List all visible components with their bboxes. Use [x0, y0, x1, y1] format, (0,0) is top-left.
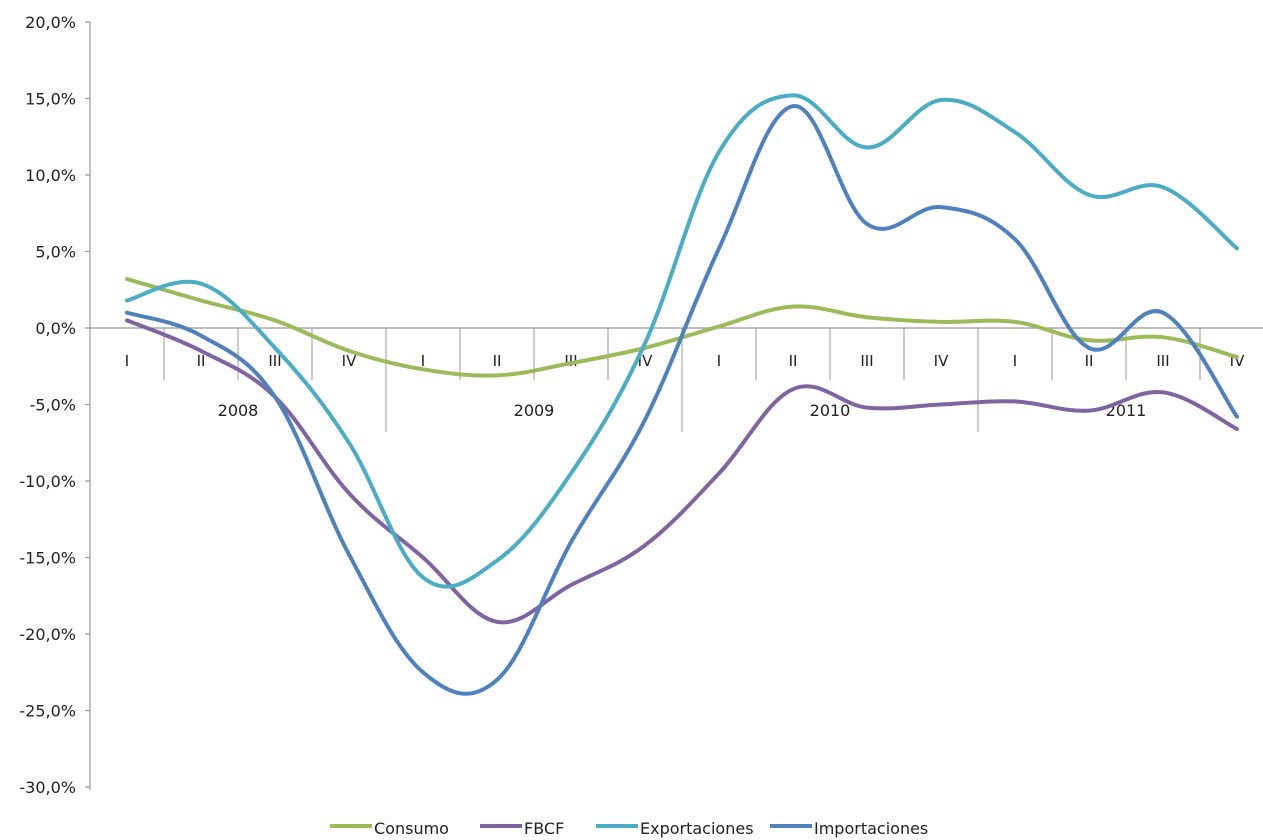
series-line-exportaciones: [125, 93, 1239, 589]
legend-label: Consumo: [374, 819, 449, 838]
x-tick-label: II: [493, 352, 502, 370]
x-tick-label: III: [1156, 352, 1169, 370]
x-tick-label: I: [421, 352, 425, 370]
legend-label: Exportaciones: [640, 819, 754, 838]
x-tick-label: I: [125, 352, 129, 370]
year-label: 2010: [810, 401, 851, 420]
x-tick-label: II: [197, 352, 206, 370]
series-lines: [125, 93, 1239, 696]
year-label: 2009: [514, 401, 555, 420]
legend-label: FBCF: [524, 819, 564, 838]
y-tick-label: 10,0%: [25, 166, 76, 185]
y-axis-ticks: 20,0% 15,0% 10,0% 5,0% 0,0% -5,0% -10,0% -15,0%…: [19, 13, 90, 797]
x-tick-label: II: [789, 352, 798, 370]
y-tick-label: -10,0%: [19, 472, 76, 491]
y-tick-label: -25,0%: [19, 702, 76, 721]
y-tick-label: -30,0%: [19, 778, 76, 797]
x-tick-label: I: [1013, 352, 1017, 370]
y-tick-label: -20,0%: [19, 625, 76, 644]
year-label: 2008: [218, 401, 259, 420]
x-tick-label: III: [860, 352, 873, 370]
legend-label: Importaciones: [814, 819, 928, 838]
y-tick-label: 20,0%: [25, 13, 76, 32]
x-tick-label: IV: [934, 352, 949, 370]
x-tick-label: IV: [342, 352, 357, 370]
y-tick-label: 0,0%: [35, 319, 76, 338]
axes: [89, 22, 1263, 790]
x-tick-label: IV: [638, 352, 653, 370]
y-tick-label: -5,0%: [30, 396, 76, 415]
x-tick-label: III: [268, 352, 281, 370]
legend: Consumo FBCF Exportaciones Importaciones: [330, 819, 928, 838]
y-tick-label: -15,0%: [19, 549, 76, 568]
x-tick-label: I: [717, 352, 721, 370]
y-tick-label: 15,0%: [25, 90, 76, 109]
x-tick-label: II: [1085, 352, 1094, 370]
y-tick-label: 5,0%: [35, 243, 76, 262]
series-line-fbcf: [125, 318, 1239, 625]
series-line-importaciones: [125, 104, 1239, 696]
